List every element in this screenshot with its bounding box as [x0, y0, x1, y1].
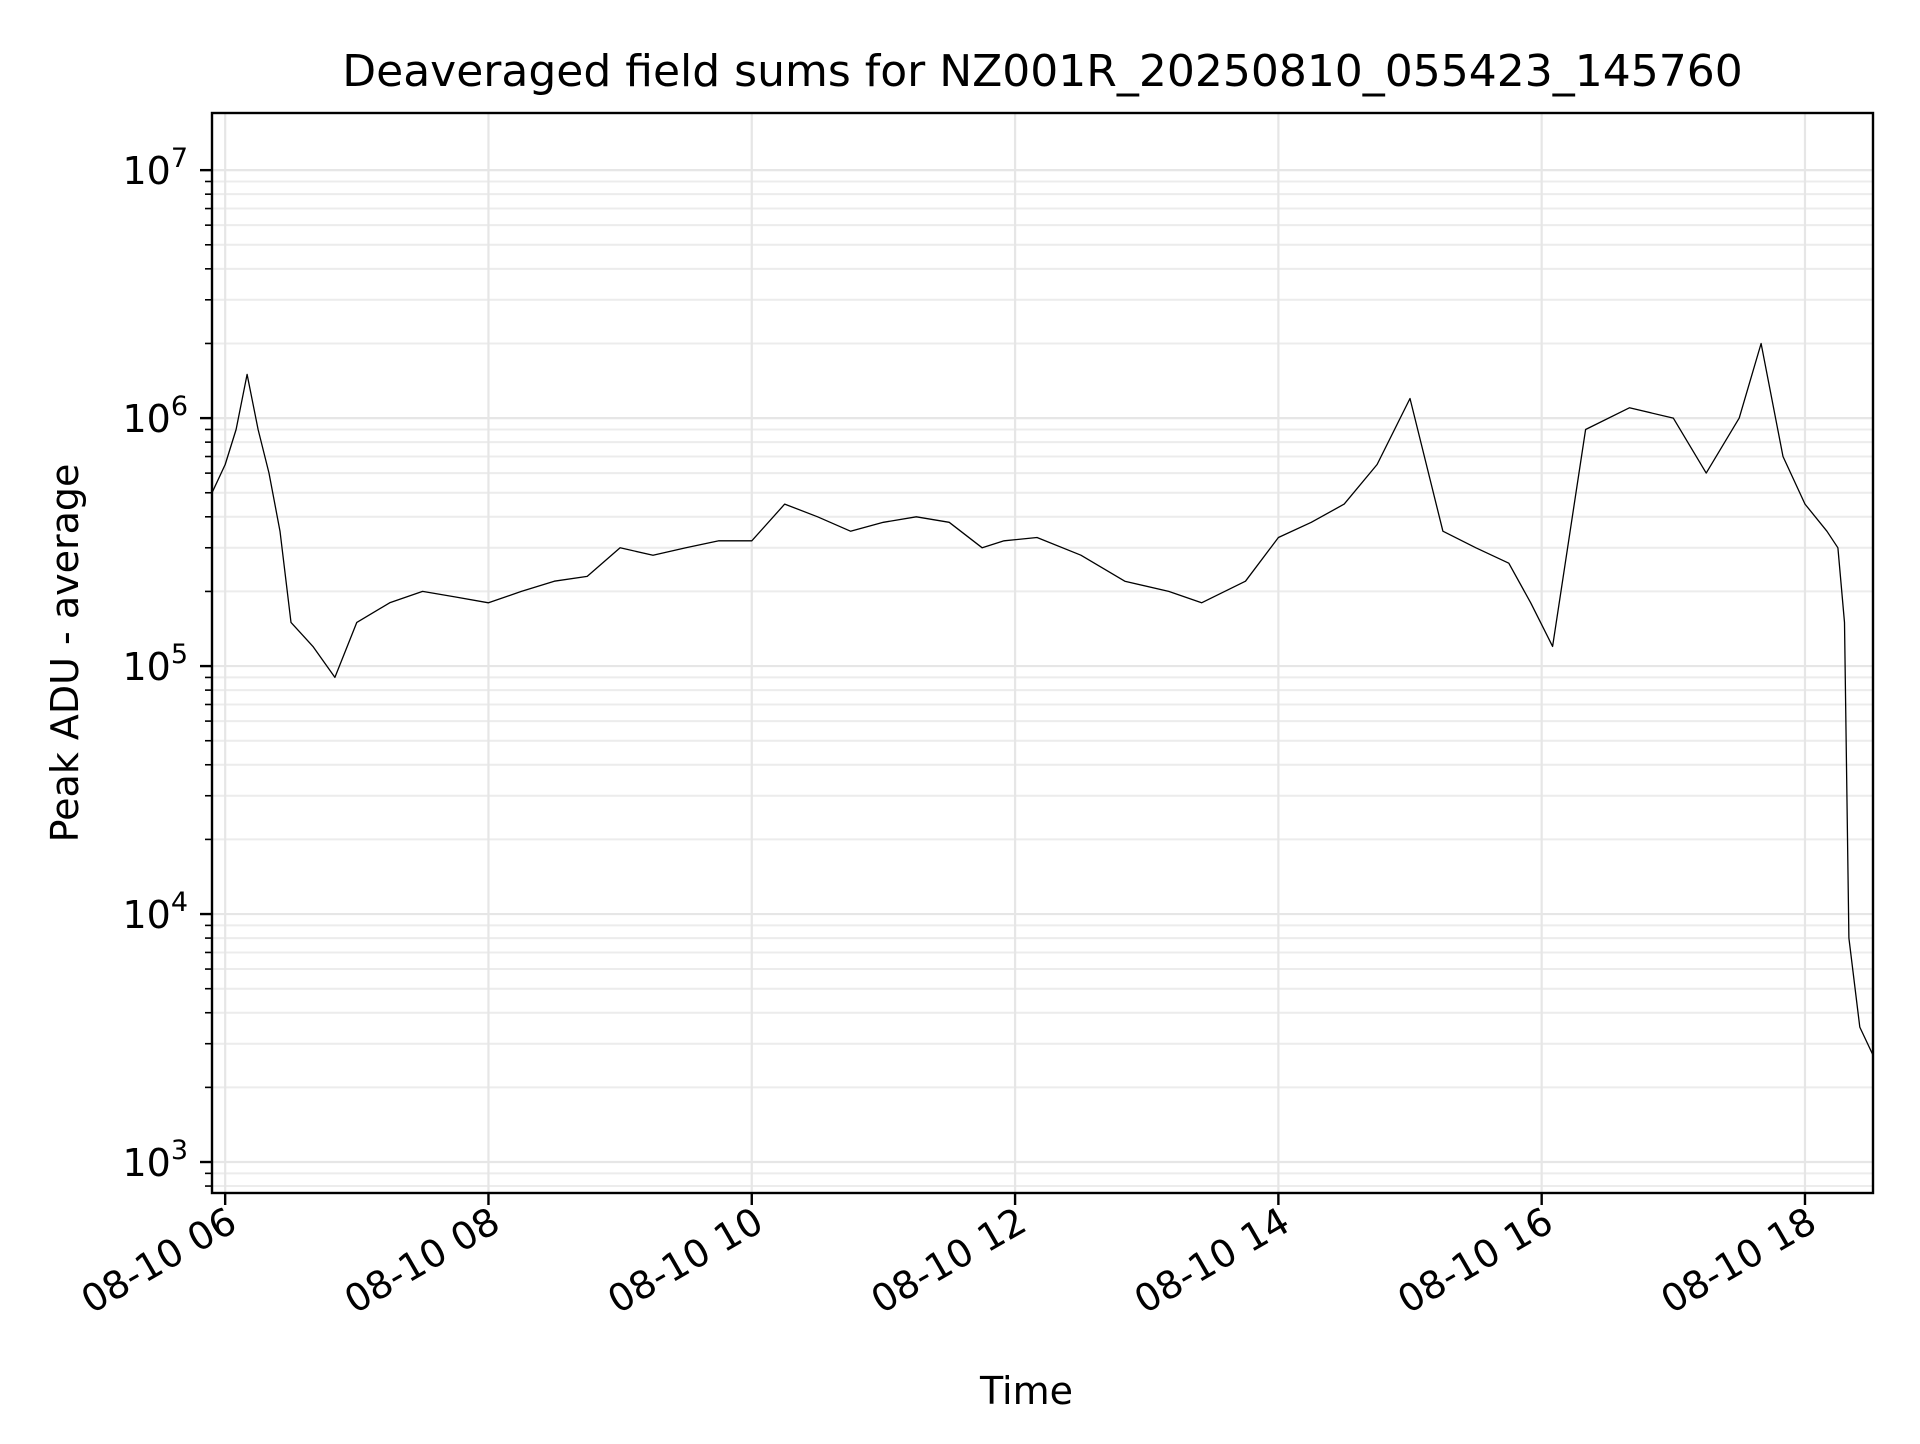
grid	[212, 113, 1873, 1193]
ticks: 103 104 105 106 107 08-10 06 08-10 08 08-10 10 0…	[74, 143, 1824, 1322]
y-tick-label: 105	[122, 639, 188, 689]
x-axis-label: Time	[979, 1369, 1073, 1413]
y-tick-label: 107	[122, 143, 188, 193]
x-tick-label: 08-10 12	[864, 1199, 1034, 1323]
plot-frame	[210, 111, 1875, 1195]
x-tick-label: 08-10 06	[74, 1199, 244, 1323]
x-tick-label: 08-10 10	[600, 1199, 770, 1323]
x-tick-label: 08-10 18	[1654, 1199, 1824, 1323]
x-tick-label: 08-10 08	[337, 1199, 507, 1323]
x-tick-label: 08-10 16	[1390, 1199, 1560, 1323]
chart-title: Deaveraged field sums for NZ001R_2025081…	[342, 46, 1742, 97]
x-tick-label: 08-10 14	[1127, 1199, 1297, 1323]
y-tick-label: 103	[122, 1135, 188, 1185]
series-line-0	[212, 342, 1873, 1056]
y-tick-label: 106	[122, 391, 188, 441]
y-axis-label: Peak ADU - average	[43, 464, 87, 843]
y-tick-label: 104	[122, 887, 188, 937]
series-layer	[212, 342, 1873, 1056]
